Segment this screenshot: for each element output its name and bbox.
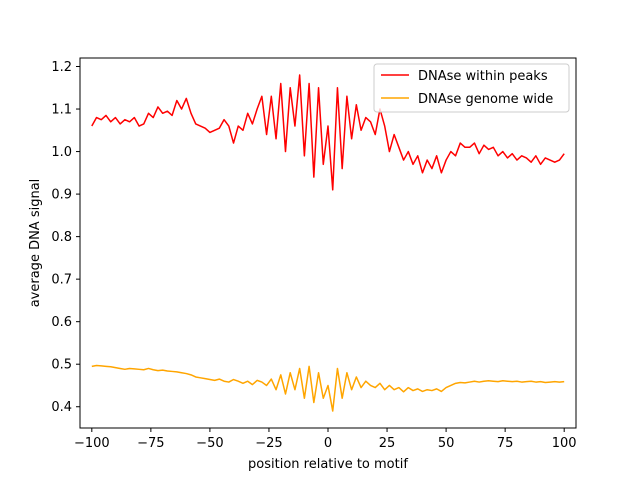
legend-label-genome-wide: DNAse genome wide	[418, 92, 553, 107]
y-tick-label: 1.1	[51, 103, 72, 118]
plot-lines	[91, 74, 565, 412]
axes-frame	[79, 57, 577, 429]
x-axis-ticks: −100 −75 −50 −25 0 25 50 75 100	[74, 428, 577, 451]
x-axis-label: position relative to motif	[248, 457, 408, 472]
y-tick-label: 0.9	[51, 188, 72, 203]
legend-box	[373, 63, 570, 113]
x-tick-label: −100	[74, 436, 110, 451]
series-line-1	[91, 364, 565, 412]
x-tick-label: −75	[137, 436, 164, 451]
x-tick-label: 75	[497, 436, 514, 451]
x-tick-label: 100	[552, 436, 577, 451]
y-tick-label: 0.5	[51, 358, 72, 373]
y-axis-label: average DNA signal	[28, 179, 43, 308]
y-tick-label: 1.0	[51, 145, 72, 160]
x-tick-label: −25	[255, 436, 282, 451]
series-line-0	[91, 74, 565, 191]
y-tick-label: 0.4	[51, 400, 72, 415]
y-tick-label: 0.6	[51, 315, 72, 330]
legend-label-within-peaks: DNAse within peaks	[418, 69, 548, 84]
legend: DNAse within peaks DNAse genome wide	[373, 63, 570, 113]
y-tick-label: 1.2	[51, 60, 72, 75]
y-axis-ticks: 0.4 0.5 0.6 0.7 0.8 0.9 1.0 1.1 1.2	[51, 60, 80, 415]
y-tick-label: 0.7	[51, 273, 72, 288]
x-tick-label: 50	[438, 436, 455, 451]
x-tick-label: −50	[196, 436, 223, 451]
x-tick-label: 25	[379, 436, 396, 451]
y-tick-label: 0.8	[51, 230, 72, 245]
x-tick-label: 0	[324, 436, 332, 451]
